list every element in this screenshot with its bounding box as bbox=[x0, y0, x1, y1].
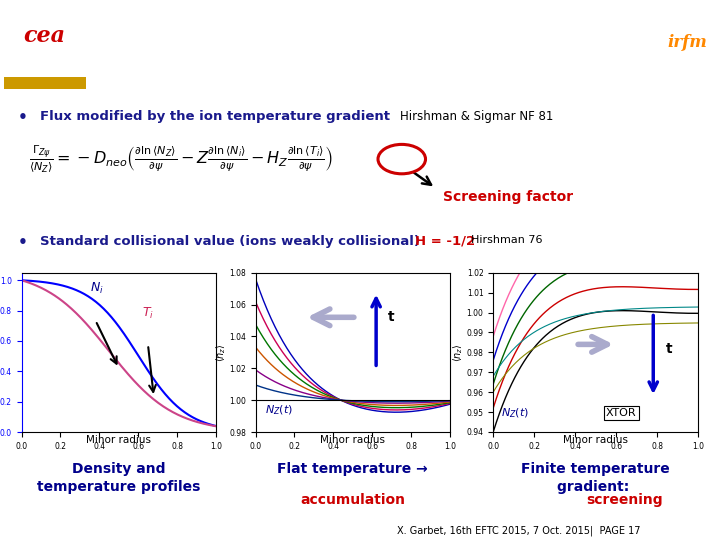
Y-axis label: $\langle n_z \rangle$: $\langle n_z \rangle$ bbox=[214, 343, 228, 362]
Text: $N_Z(t)$: $N_Z(t)$ bbox=[265, 403, 294, 417]
Text: Screening factor: Screening factor bbox=[443, 190, 573, 204]
Text: Minor radius: Minor radius bbox=[563, 435, 629, 445]
Text: t: t bbox=[388, 310, 395, 325]
Text: Density and
temperature profiles: Density and temperature profiles bbox=[37, 462, 200, 494]
Text: Finite temperature
gradient:: Finite temperature gradient: bbox=[521, 462, 670, 494]
Text: temperature gradient is large enough: temperature gradient is large enough bbox=[195, 58, 597, 78]
Text: Hirshman 76: Hirshman 76 bbox=[464, 235, 543, 245]
FancyBboxPatch shape bbox=[4, 77, 86, 89]
Text: Thermal screening prevents accumulation if the ion: Thermal screening prevents accumulation … bbox=[122, 19, 670, 38]
Text: cea: cea bbox=[24, 25, 66, 47]
Text: screening: screening bbox=[586, 493, 663, 507]
Text: accumulation: accumulation bbox=[300, 493, 405, 507]
Text: Flat temperature →: Flat temperature → bbox=[277, 462, 428, 476]
FancyBboxPatch shape bbox=[4, 5, 86, 89]
Text: Minor radius: Minor radius bbox=[320, 435, 385, 445]
Text: $N_Z(t)$: $N_Z(t)$ bbox=[501, 406, 529, 420]
Text: $N_i$: $N_i$ bbox=[89, 281, 104, 296]
Text: H = -1/2: H = -1/2 bbox=[415, 235, 475, 248]
Text: $\frac{\Gamma_{Z\psi}}{\langle N_Z \rangle} = -D_{neo}\left(\frac{\partial \ln\l: $\frac{\Gamma_{Z\psi}}{\langle N_Z \rang… bbox=[29, 143, 333, 175]
Text: X. Garbet, 16th EFTC 2015, 7 Oct. 2015|  PAGE 17: X. Garbet, 16th EFTC 2015, 7 Oct. 2015| … bbox=[397, 525, 640, 536]
Text: XTOR: XTOR bbox=[606, 408, 636, 418]
Text: Standard collisional value (ions weakly collisional): Standard collisional value (ions weakly … bbox=[40, 235, 424, 248]
Text: Hirshman & Sigmar NF 81: Hirshman & Sigmar NF 81 bbox=[400, 110, 553, 123]
Text: •: • bbox=[18, 235, 28, 250]
Text: t: t bbox=[665, 342, 672, 356]
Text: Flux modified by the ion temperature gradient: Flux modified by the ion temperature gra… bbox=[40, 110, 395, 123]
Text: •: • bbox=[18, 110, 28, 125]
Y-axis label: $\langle n_z \rangle$: $\langle n_z \rangle$ bbox=[451, 343, 465, 362]
Text: Minor radius: Minor radius bbox=[86, 435, 151, 445]
Text: $T_i$: $T_i$ bbox=[142, 306, 154, 321]
Text: irfm: irfm bbox=[667, 34, 708, 51]
